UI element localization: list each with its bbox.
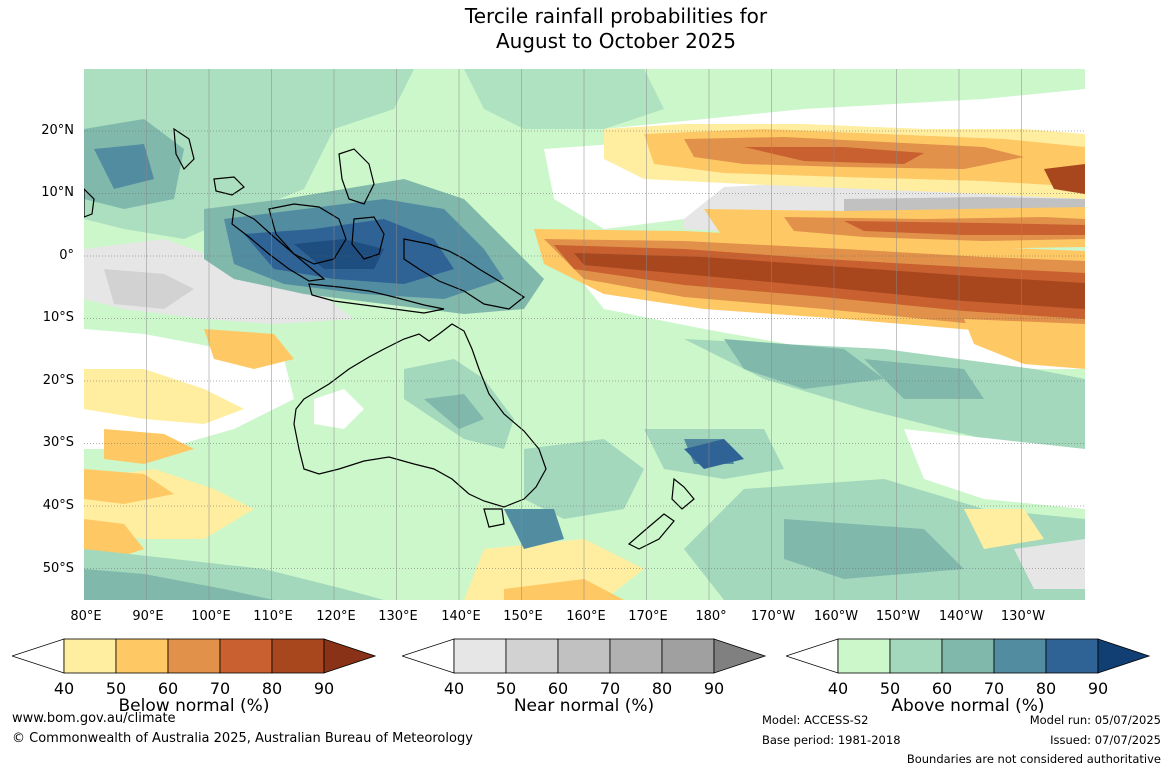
legend-swatch-1-5 [661,638,715,674]
legend-below-tick-40: 40 [53,679,75,698]
legend-swatch-2-0 [786,638,839,674]
legend-swatch-0-5 [271,638,325,674]
coastlines [84,127,695,550]
lon-label-120e: 120°E [316,609,356,624]
legend-below-title: Below normal (%) [118,696,270,716]
lat-label-20s: 20°S [42,373,74,388]
model-run-text: Model run: 05/07/2025 [1029,713,1161,727]
lon-label-90e: 90°E [132,609,164,624]
legend-above-tick-60: 60 [931,679,953,698]
lat-label-20n: 20°N [41,123,74,138]
legend-swatch-1-6 [713,638,766,674]
lon-label-180: 180° [695,609,727,624]
gridlines [84,130,1085,569]
lat-label-10n: 10°N [41,185,74,200]
legend-near-tick-40: 40 [443,679,465,698]
lon-label-110e: 110°E [253,609,293,624]
legend-swatch-1-3 [557,638,611,674]
lat-label-0: 0° [59,248,74,263]
legend-near-tick-50: 50 [495,679,517,698]
legend-below-tick-80: 80 [261,679,283,698]
lon-label-150e: 150°E [503,609,543,624]
legend-near-tick-70: 70 [599,679,621,698]
legend-swatch-1-2 [505,638,559,674]
lon-label-140e: 140°E [441,609,481,624]
legend-swatch-2-6 [1097,638,1150,674]
legend-above-title: Above normal (%) [891,696,1045,716]
lon-label-150w: 150°W [875,609,921,624]
lat-label-10s: 10°S [42,310,74,325]
legend-near-title: Near normal (%) [513,696,655,716]
legend-near-tick-90: 90 [703,679,725,698]
lon-label-100e: 100°E [191,609,231,624]
legend-below-colorbar [12,638,376,674]
legend-above-colorbar [786,638,1150,674]
copyright-text: © Commonwealth of Australia 2025, Austra… [12,731,473,746]
legend-near-normal: 40 50 60 70 80 90 [402,637,766,698]
legend-swatch-1-4 [609,638,663,674]
title-line-1: Tercile rainfall probabilities for [464,4,768,28]
legend-near-tick-80: 80 [651,679,673,698]
chart-title: Tercile rainfall probabilities for Augus… [0,4,1173,54]
disclaimer-text: Boundaries are not considered authoritat… [906,752,1161,766]
lat-label-40s: 40°S [42,498,74,513]
legend-swatch-0-6 [323,638,376,674]
legend-swatch-2-3 [941,638,995,674]
legend-above-normal: 40 50 60 70 80 90 [786,637,1150,698]
legend-swatch-1-0 [402,638,455,674]
legend-above-tick-40: 40 [827,679,849,698]
base-period-text: Base period: 1981-2018 [762,733,901,747]
legend-above-tick-70: 70 [983,679,1005,698]
title-line-2: August to October 2025 [495,29,737,53]
lat-label-50s: 50°S [42,561,74,576]
lon-label-130w: 130°W [1000,609,1046,624]
lat-label-30s: 30°S [42,435,74,450]
legend-swatch-0-4 [219,638,273,674]
legend-swatch-2-1 [837,638,891,674]
legend-above-tick-80: 80 [1035,679,1057,698]
legend-above-tick-90: 90 [1087,679,1109,698]
legend-swatch-0-3 [167,638,221,674]
legend-below-normal: 40 50 60 70 80 90 [12,637,376,698]
lon-label-160e: 160°E [566,609,606,624]
legend-swatch-0-0 [12,638,65,674]
legend-swatch-1-1 [453,638,507,674]
legend-below-tick-60: 60 [157,679,179,698]
lon-label-140w: 140°W [938,609,984,624]
legend-above-tick-50: 50 [879,679,901,698]
legend-swatch-2-5 [1045,638,1099,674]
model-text: Model: ACCESS-S2 [762,713,869,727]
lon-label-80e: 80°E [70,609,102,624]
legend-near-tick-60: 60 [547,679,569,698]
lon-label-170w: 170°W [750,609,796,624]
lon-label-130e: 130°E [378,609,418,624]
legend-swatch-2-4 [993,638,1047,674]
rainfall-probability-map [84,69,1085,600]
issued-text: Issued: 07/07/2025 [1050,733,1161,747]
legend-below-tick-70: 70 [209,679,231,698]
website-link[interactable]: www.bom.gov.au/climate [12,711,176,726]
legend-below-tick-50: 50 [105,679,127,698]
below-normal-region [84,124,1085,504]
legend-swatch-2-2 [889,638,943,674]
legend-swatch-0-1 [63,638,117,674]
lon-label-170e: 170°E [628,609,668,624]
legend-swatch-0-2 [115,638,169,674]
legend-near-colorbar [402,638,766,674]
meridians [146,69,1022,600]
legend-below-tick-90: 90 [313,679,335,698]
lon-label-160w: 160°W [813,609,859,624]
